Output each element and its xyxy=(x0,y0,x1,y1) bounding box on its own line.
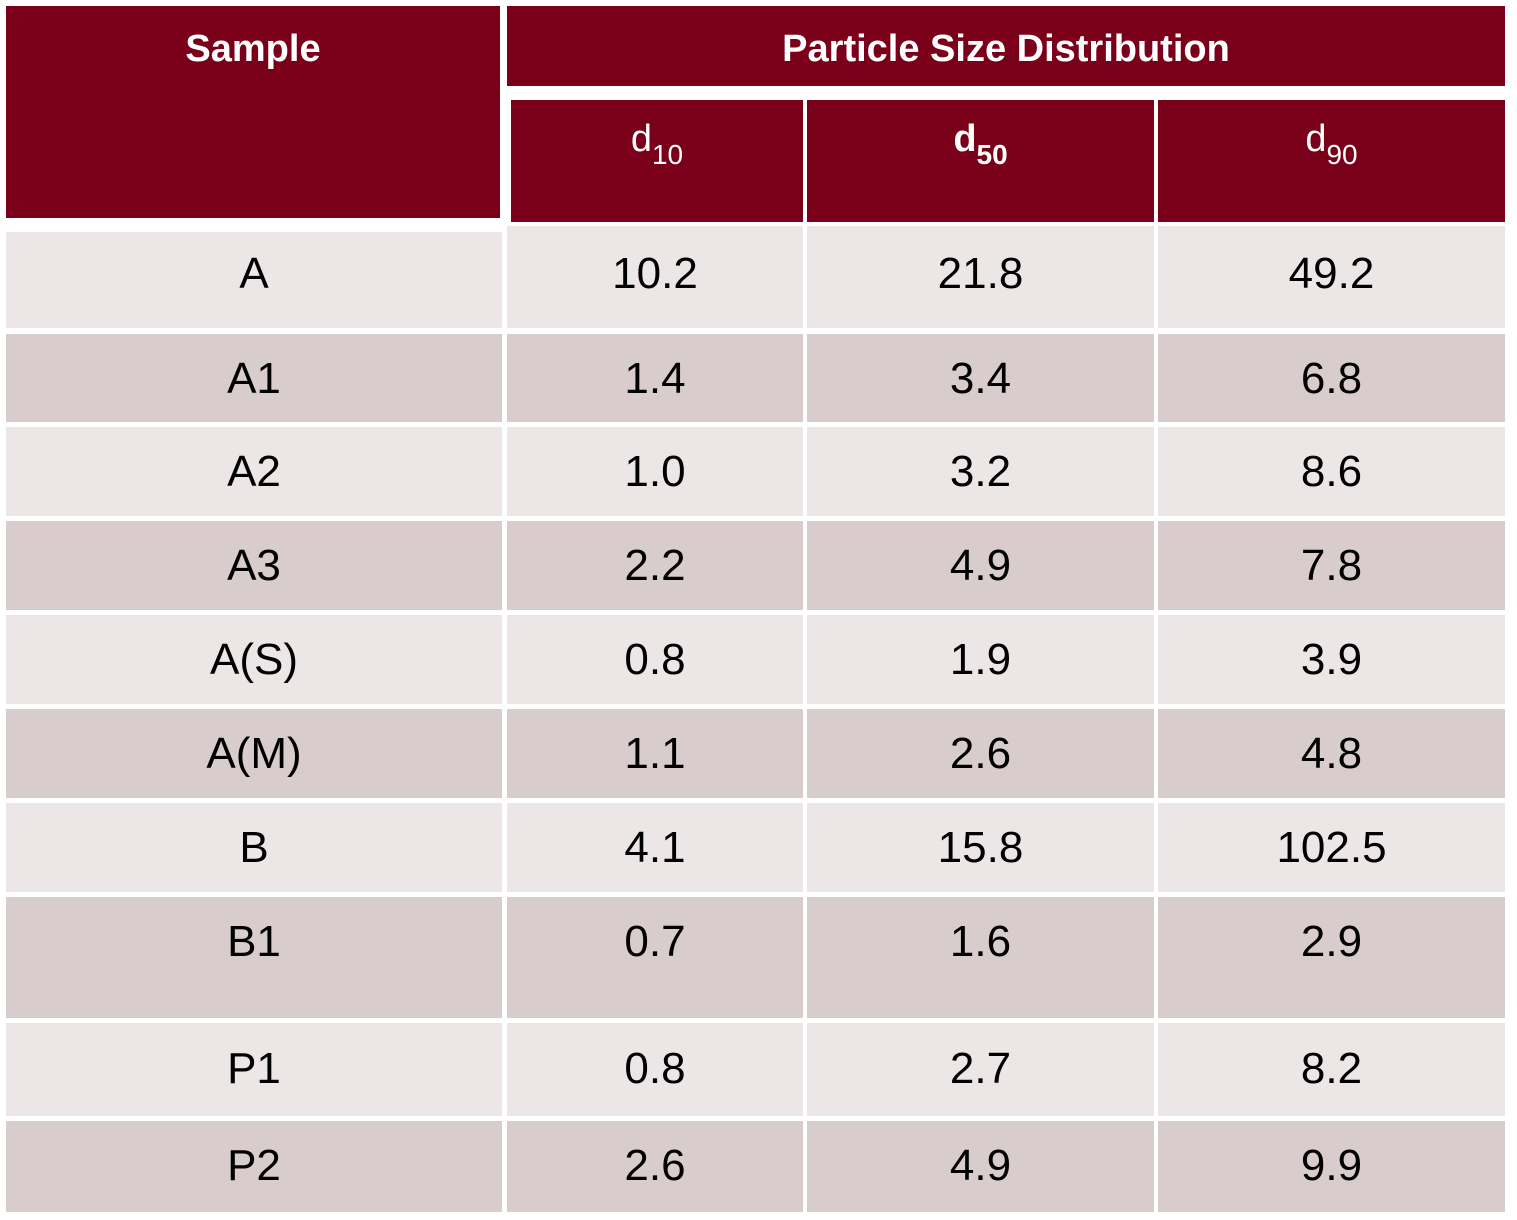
table-cell-d50: 3.2 xyxy=(807,427,1154,516)
cell-text: 4.9 xyxy=(949,1141,1012,1190)
cell-text: B xyxy=(239,823,269,872)
table-cell-sample: A2 xyxy=(6,427,502,516)
table-cell-d90: 8.6 xyxy=(1158,427,1505,516)
table-cell-d50: 2.7 xyxy=(807,1023,1154,1116)
cell-text: 49.2 xyxy=(1288,249,1375,298)
header-d10-sub: 10 xyxy=(651,139,684,170)
table-cell-sample: P1 xyxy=(6,1023,502,1116)
table-cell-sample: B xyxy=(6,803,502,892)
table-cell-sample: A1 xyxy=(6,334,502,422)
table-cell-d90: 7.8 xyxy=(1158,521,1505,610)
table-cell-sample: A3 xyxy=(6,521,502,610)
cell-text: A(S) xyxy=(210,635,298,684)
table-cell-d10: 0.8 xyxy=(507,615,803,704)
table-cell-d50: 3.4 xyxy=(807,334,1154,422)
cell-text: 4.8 xyxy=(1300,729,1363,778)
cell-text: 102.5 xyxy=(1276,823,1387,872)
header-sample-label: Sample xyxy=(185,28,321,70)
cell-text: 21.8 xyxy=(937,249,1024,298)
cell-text: 3.9 xyxy=(1300,635,1363,684)
cell-text: 0.8 xyxy=(624,635,686,684)
table-cell-d50: 1.6 xyxy=(807,897,1154,1018)
header-sample: Sample xyxy=(6,6,500,218)
cell-text: A2 xyxy=(227,447,281,496)
cell-text: 3.4 xyxy=(949,354,1012,403)
cell-text: 1.0 xyxy=(624,447,686,496)
cell-text: 3.2 xyxy=(949,447,1012,496)
header-d50: d50 xyxy=(807,100,1154,222)
cell-text: B1 xyxy=(227,917,281,966)
cell-text: P2 xyxy=(227,1141,281,1190)
cell-text: 2.6 xyxy=(949,729,1012,778)
cell-text: 6.8 xyxy=(1300,354,1363,403)
header-d50-sub: 50 xyxy=(976,139,1008,170)
cell-text: 1.9 xyxy=(949,635,1012,684)
table-cell-d90: 102.5 xyxy=(1158,803,1505,892)
table-cell-sample: B1 xyxy=(6,897,502,1018)
cell-text: 1.4 xyxy=(624,354,686,403)
table-cell-d90: 3.9 xyxy=(1158,615,1505,704)
header-d10-main: d xyxy=(630,118,652,160)
cell-text: 10.2 xyxy=(612,249,698,298)
table-cell-d10: 2.2 xyxy=(507,521,803,610)
table-cell-d50: 4.9 xyxy=(807,521,1154,610)
table-cell-d90: 9.9 xyxy=(1158,1121,1505,1212)
table-cell-d10: 1.4 xyxy=(507,334,803,422)
table-cell-d90: 4.8 xyxy=(1158,709,1505,798)
cell-text: A3 xyxy=(227,541,281,590)
table-cell-d90: 2.9 xyxy=(1158,897,1505,1018)
cell-text: P1 xyxy=(227,1044,281,1093)
cell-text: A(M) xyxy=(206,729,302,778)
cell-text: 15.8 xyxy=(937,823,1024,872)
header-group-label: Particle Size Distribution xyxy=(782,28,1230,70)
table-cell-d10: 0.8 xyxy=(507,1023,803,1116)
cell-text: 8.6 xyxy=(1300,447,1363,496)
header-d50-main: d xyxy=(953,118,977,160)
table-cell-d50: 21.8 xyxy=(807,226,1154,328)
header-d90: d90 xyxy=(1158,100,1505,222)
table-cell-d10: 1.1 xyxy=(507,709,803,798)
cell-text: 2.6 xyxy=(624,1141,686,1190)
cell-text: 0.7 xyxy=(624,917,686,966)
header-d90-main: d xyxy=(1305,118,1327,160)
table-cell-sample: P2 xyxy=(6,1121,502,1212)
header-group: Particle Size Distribution xyxy=(507,6,1505,86)
table-cell-d10: 1.0 xyxy=(507,427,803,516)
table-cell-d50: 4.9 xyxy=(807,1121,1154,1212)
table-cell-sample: A xyxy=(6,232,502,328)
table-cell-d50: 1.9 xyxy=(807,615,1154,704)
cell-text: 2.7 xyxy=(949,1044,1012,1093)
cell-text: 1.1 xyxy=(624,729,686,778)
table-cell-d10: 4.1 xyxy=(507,803,803,892)
table-cell-sample: A(M) xyxy=(6,709,502,798)
cell-text: 4.1 xyxy=(624,823,686,872)
cell-text: A1 xyxy=(227,354,281,403)
table-cell-d50: 2.6 xyxy=(807,709,1154,798)
table-cell-d90: 8.2 xyxy=(1158,1023,1505,1116)
header-d90-sub: 90 xyxy=(1326,139,1358,170)
table-cell-d10: 10.2 xyxy=(507,226,803,328)
table-cell-d10: 2.6 xyxy=(507,1121,803,1212)
header-d10: d10 xyxy=(511,100,803,222)
table-cell-d50: 15.8 xyxy=(807,803,1154,892)
cell-text: 7.8 xyxy=(1300,541,1363,590)
table-cell-d10: 0.7 xyxy=(507,897,803,1018)
cell-text: A xyxy=(239,249,269,298)
cell-text: 0.8 xyxy=(624,1044,686,1093)
table-cell-d90: 49.2 xyxy=(1158,226,1505,328)
table-cell-d90: 6.8 xyxy=(1158,334,1505,422)
cell-text: 2.9 xyxy=(1300,917,1363,966)
cell-text: 2.2 xyxy=(624,541,686,590)
cell-text: 9.9 xyxy=(1300,1141,1363,1190)
table-cell-sample: A(S) xyxy=(6,615,502,704)
cell-text: 8.2 xyxy=(1300,1044,1363,1093)
cell-text: 4.9 xyxy=(949,541,1012,590)
cell-text: 1.6 xyxy=(949,917,1012,966)
